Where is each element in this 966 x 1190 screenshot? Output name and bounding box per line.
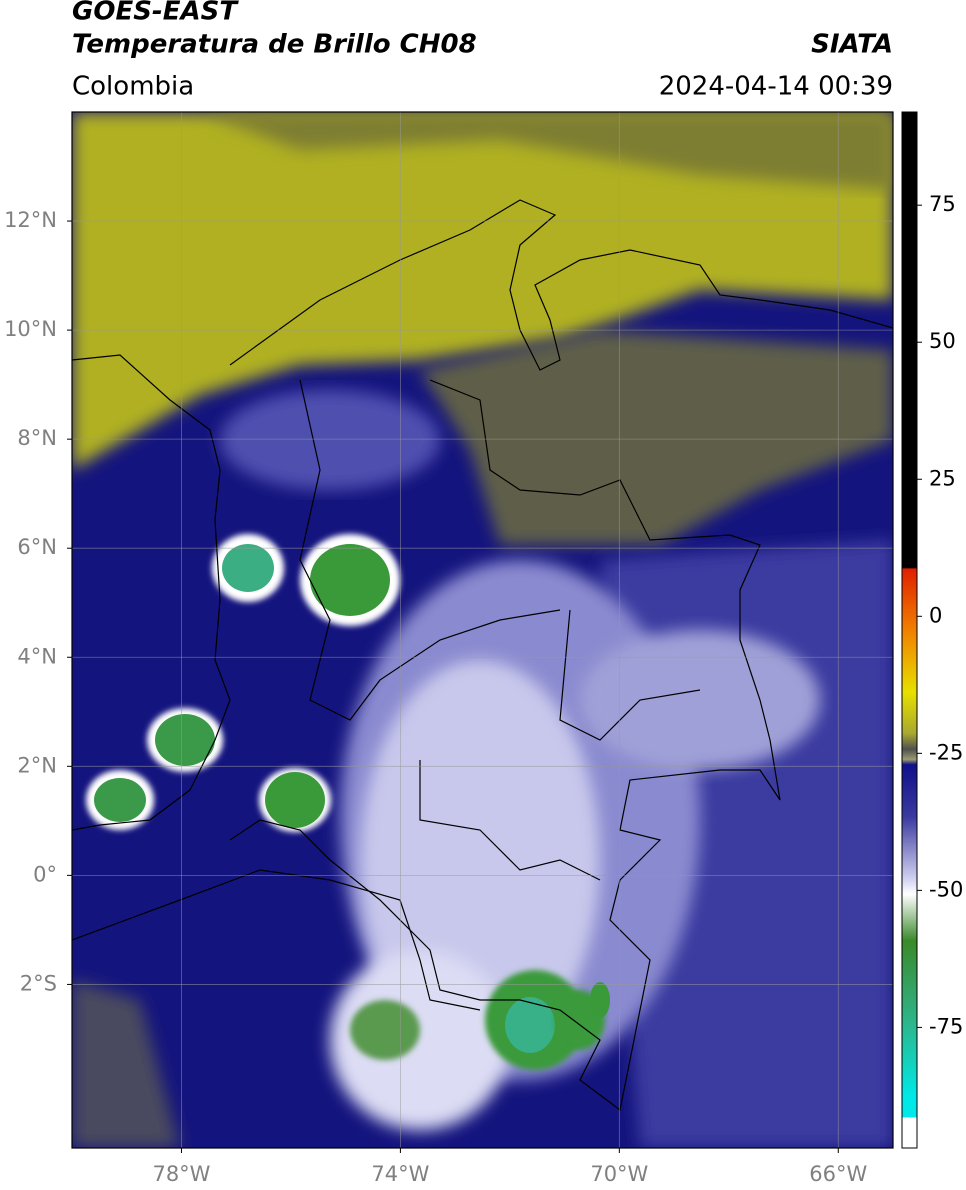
satellite-imagery: [72, 112, 893, 1148]
subtitle: Temperatura de Brillo CH08: [72, 30, 477, 60]
y-tick-label: 6°N: [17, 535, 57, 559]
region: Colombia: [72, 72, 194, 102]
y-tick-label: 2°N: [17, 753, 57, 777]
x-tick-label: 70°W: [590, 1162, 648, 1186]
x-tick-label: 78°W: [152, 1162, 210, 1186]
y-tick-label: 12°N: [4, 208, 57, 232]
colorbar-tick-label: 0: [929, 603, 942, 627]
y-tick-label: 4°N: [17, 644, 57, 668]
colorbar-tick-label: -25: [929, 740, 963, 764]
map-frame: [71, 111, 894, 1149]
colorbar: [901, 111, 918, 1149]
colorbar-tick-label: -50: [929, 877, 963, 901]
datetime: 2024-04-14 00:39: [659, 72, 893, 102]
y-tick-label: 2°S: [20, 971, 57, 995]
y-tick-label: 8°N: [17, 426, 57, 450]
colorbar-tick-label: -75: [929, 1014, 963, 1038]
graticule: [72, 112, 893, 1148]
x-tick-label: 66°W: [809, 1162, 867, 1186]
y-tick-label: 10°N: [4, 317, 57, 341]
y-tick-label: 0°: [33, 862, 57, 886]
colorbar-tick-label: 25: [929, 466, 956, 490]
labels: 78°W 74°W 70°W 66°W 12°N 10°N 8°N 6°N 4°N 2°N 0° 2°…: [4, 192, 963, 1186]
x-tick-label: 74°W: [371, 1162, 429, 1186]
title: GOES-EAST: [72, 0, 239, 27]
colorbar-tick-label: 75: [929, 192, 956, 216]
source: SIATA: [811, 30, 893, 60]
colorbar-tick-label: 50: [929, 329, 956, 353]
